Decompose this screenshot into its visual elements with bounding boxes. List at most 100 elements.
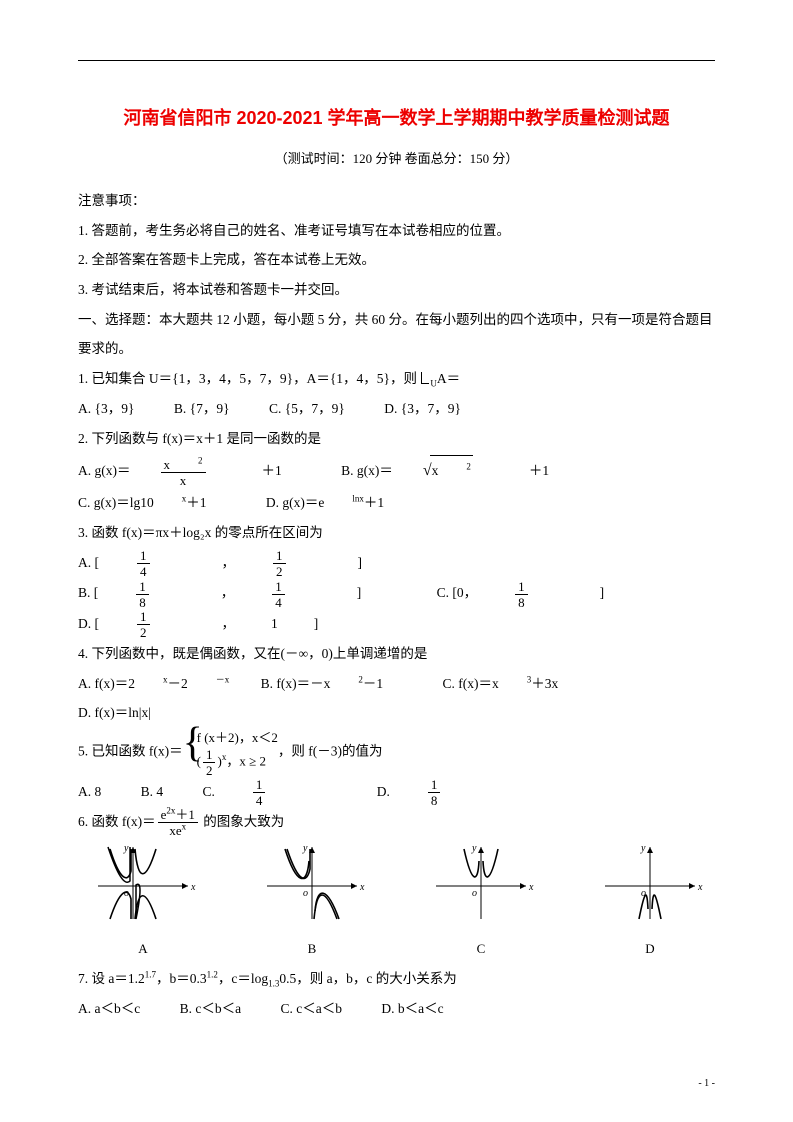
d: 2 (203, 763, 216, 777)
q3a-f2: 12 (273, 549, 322, 578)
q1-stem: 1. 已知集合 U＝{1，3，4，5，7，9}，A＝{1，4，5}，则 UA＝ (78, 364, 715, 394)
q4-options: A. f(x)＝2x－2－x B. f(x)＝－x2－1 C. f(x)＝x3＋… (78, 669, 715, 728)
q6-graphs: x y o A x y o (78, 841, 715, 962)
q5c-frac: 14 (253, 778, 302, 807)
m: －2 (168, 669, 188, 699)
q3d-label: D. [ (78, 609, 99, 639)
q2a-num: x (164, 458, 171, 471)
top-rule (78, 60, 715, 61)
q4-stem: 4. 下列函数中，既是偶函数，又在(－∞，0)上单调递增的是 (78, 639, 715, 669)
q7-stem: 7. 设 a＝1.21.7，b＝0.31.2，c＝log1.30.5，则 a，b… (78, 964, 715, 994)
q5-opt-b: B. 4 (141, 777, 164, 807)
svg-text:o: o (303, 888, 308, 899)
q2a-den: x (161, 473, 206, 487)
q3-stem: 3. 函数 f(x)＝πx＋log₂x 的零点所在区间为 (78, 518, 715, 548)
q3c-f: 18 (515, 580, 564, 609)
q2-opt-d: D. g(x)＝elnx＋1 (266, 488, 412, 518)
q3a-label: A. [ (78, 548, 99, 578)
q5-row1: f (x＋2)，x＜2 (197, 728, 278, 748)
q3a-f1: 14 (137, 549, 186, 578)
q5-half: 12 (203, 748, 216, 777)
section-1-header: 一、选择题：本大题共 12 小题，每小题 5 分，共 60 分。在每小题列出的四… (78, 305, 715, 364)
q7c: ，c＝log (218, 971, 268, 986)
d: 8 (428, 793, 441, 807)
s2: －x (216, 674, 230, 684)
q5-piecewise: {f (x＋2)，x＜2(12)x，x ≥ 2 (183, 728, 278, 777)
q1-options: A. {3，9} B. {7，9} C. {5，7，9} D. {3，7，9} (78, 394, 715, 424)
sf: ＋3x (531, 669, 558, 699)
q7d: 0.5，则 a，b，c 的大小关系为 (279, 971, 456, 986)
q1-stem-a: 1. 已知集合 U＝{1，3，4，5，7，9}，A＝{1，4，5}，则 (78, 371, 420, 386)
graph-d-svg: x y o (595, 841, 705, 923)
page-number: - 1 - (698, 1074, 715, 1094)
n: 1 (273, 549, 286, 564)
complement-symbol (421, 372, 429, 384)
l: D. (377, 777, 390, 807)
q2-opt-a: A. g(x)＝x2x＋1 (78, 456, 310, 486)
q2a-suf: ＋1 (262, 456, 282, 486)
q2-stem: 2. 下列函数与 f(x)＝x＋1 是同一函数的是 (78, 424, 715, 454)
d: 2 (273, 564, 286, 578)
q7sa: 1.7 (145, 970, 156, 980)
q5-stem: 5. 已知函数 f(x)＝{f (x＋2)，x＜2(12)x，x ≥ 2，则 f… (78, 728, 715, 777)
graph-a-label: A (88, 936, 198, 962)
d: 4 (253, 793, 266, 807)
q1-opt-b: B. {7，9} (174, 394, 230, 424)
svg-text:x: x (190, 882, 196, 893)
cl: ] (600, 578, 605, 608)
q5d-frac: 18 (428, 778, 477, 807)
c: ， (221, 578, 235, 608)
svg-text:x: x (528, 882, 534, 893)
q7b: ，b＝0.3 (156, 971, 207, 986)
n: 1 (203, 748, 216, 763)
q2d-sup: lnx (352, 494, 364, 504)
c: ， (222, 548, 236, 578)
q6-pre: 6. 函数 f(x)＝ (78, 814, 156, 829)
q1-opt-d: D. {3，7，9} (384, 394, 461, 424)
n: 1 (253, 778, 266, 793)
q2b-sqrt: x2 (421, 453, 501, 488)
q6-stem: 6. 函数 f(x)＝e2x＋1xex 的图象大致为 (78, 807, 715, 837)
svg-text:y: y (123, 843, 129, 854)
q7-options: A. a＜b＜c B. c＜b＜a C. c＜a＜b D. b＜a＜c (78, 994, 715, 1024)
q3b-f1: 18 (136, 580, 185, 609)
q3b-f2: 14 (272, 580, 321, 609)
q1-stem-b: A＝ (437, 371, 460, 386)
q7sc: 1.3 (268, 979, 279, 989)
notice-header: 注意事项： (78, 186, 715, 216)
q3d-f: 12 (137, 610, 186, 639)
n: 1 (136, 580, 149, 595)
graph-b-label: B (257, 936, 367, 962)
n: 1 (272, 580, 285, 595)
q3-opt-b: B. [18，14] (78, 578, 397, 608)
q5-pre: 5. 已知函数 f(x)＝ (78, 743, 183, 758)
q7-opt-c: C. c＜a＜b (280, 994, 342, 1024)
brace-icon: { (183, 722, 203, 764)
q5-opt-c: C. 14 (203, 777, 338, 807)
q4-opt-d: D. f(x)＝ln|x| (78, 698, 151, 728)
d: 4 (137, 564, 150, 578)
n: 1 (428, 778, 441, 793)
n: 1 (515, 580, 528, 595)
d: 2 (137, 625, 150, 639)
q3-options: A. [14，12] B. [18，14] C. [0，18] D. [12，1… (78, 548, 715, 639)
cl: ] (314, 609, 319, 639)
q7-opt-b: B. c＜b＜a (180, 994, 242, 1024)
page-content: 河南省信阳市 2020-2021 学年高一数学上学期期中教学质量检测试题 （测试… (78, 60, 715, 1024)
graph-a-svg: x y o (88, 841, 198, 923)
graph-c-svg: x y o (426, 841, 536, 923)
q4-opt-a: A. f(x)＝2x－2－x (78, 669, 229, 699)
q2d-pre: D. g(x)＝e (266, 488, 324, 518)
q4-opt-c: C. f(x)＝x3＋3x (443, 669, 587, 699)
note-3: 3. 考试结束后，将本试卷和答题卡一并交回。 (78, 275, 715, 305)
q5-suf: ，则 f(－3)的值为 (278, 743, 383, 758)
q2b-pre: B. g(x)＝ (341, 456, 393, 486)
q1-opt-a: A. {3，9} (78, 394, 134, 424)
p: B. f(x)＝－x (261, 669, 331, 699)
exam-title: 河南省信阳市 2020-2021 学年高一数学上学期期中教学质量检测试题 (78, 100, 715, 136)
svg-text:y: y (640, 843, 646, 854)
p: C. f(x)＝x (443, 669, 499, 699)
cl: ] (358, 548, 363, 578)
svg-text:y: y (302, 843, 308, 854)
q4-opt-b: B. f(x)＝－x2－1 (261, 669, 412, 699)
